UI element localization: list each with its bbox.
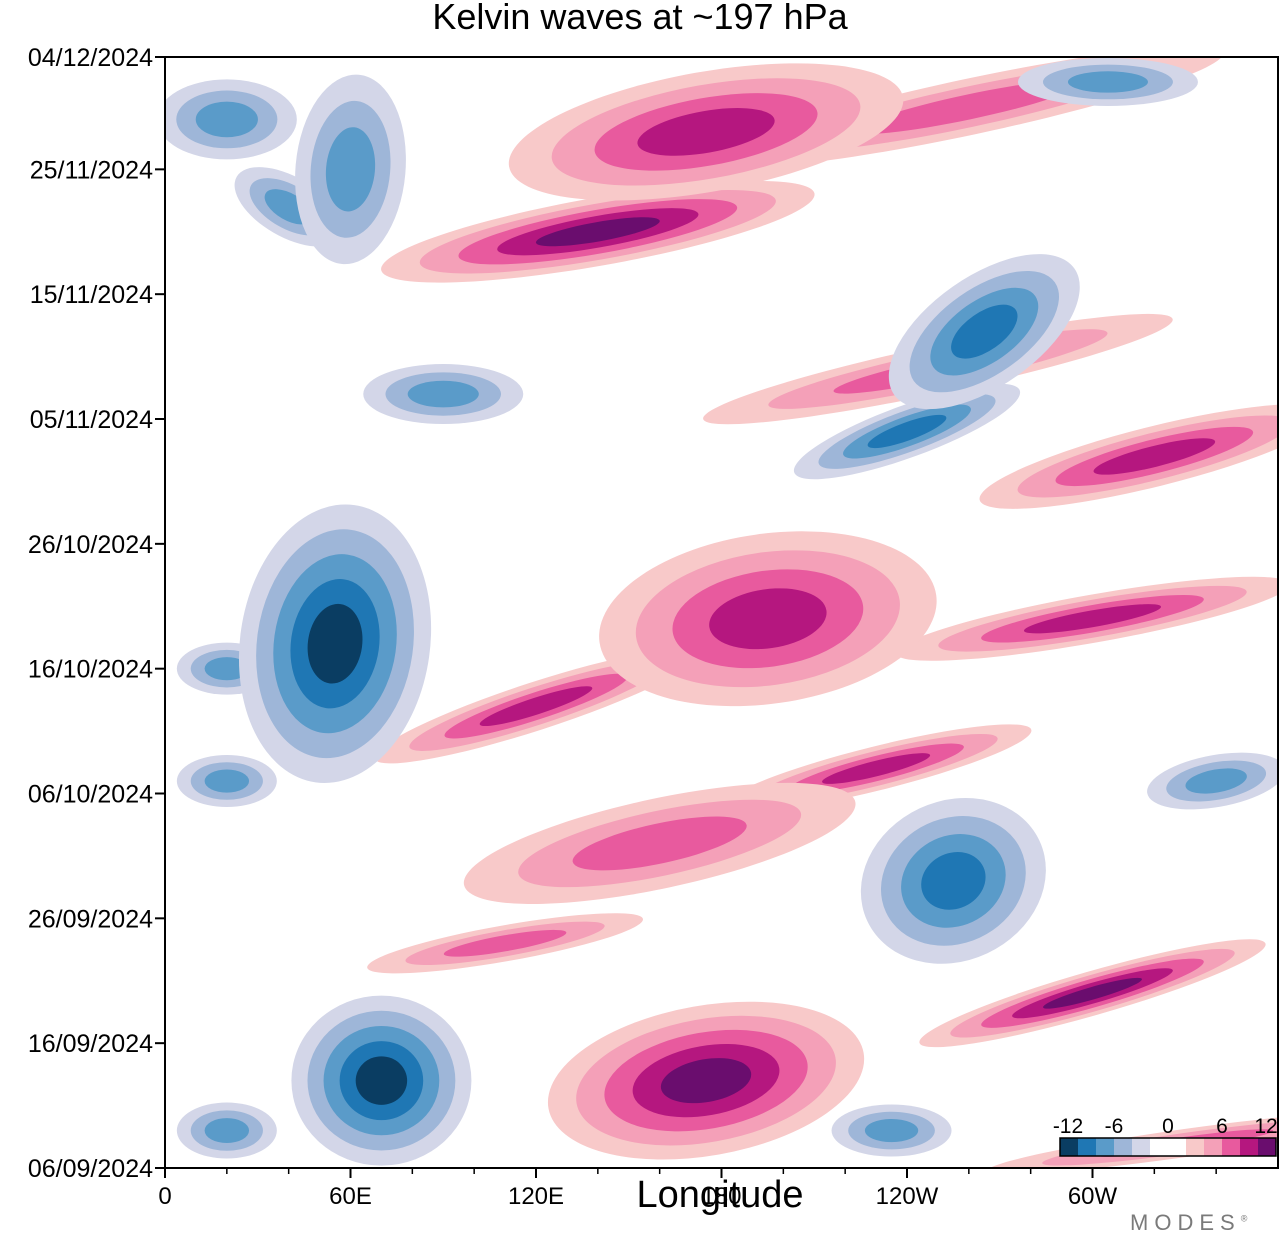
y-tick-label: 06/10/2024 (28, 781, 153, 809)
x-tick-label: 180 (701, 1183, 741, 1210)
x-axis-label: Longitude (636, 1174, 804, 1216)
colorbar-label: -6 (1105, 1115, 1124, 1138)
contour-negative-2 (864, 1118, 919, 1143)
contour-positive-2 (443, 929, 567, 957)
x-tick-label: 120W (876, 1183, 939, 1210)
y-tick-label: 15/11/2024 (30, 281, 153, 309)
y-tick-label: 16/10/2024 (28, 656, 153, 684)
contour-positive-3 (709, 588, 827, 650)
colorbar-label: -12 (1053, 1115, 1083, 1138)
x-tick-label: 60E (329, 1183, 372, 1210)
colorbar-label: 6 (1216, 1115, 1228, 1138)
colorbar-label: 0 (1162, 1115, 1174, 1138)
colorbar: -12 -6 0 6 12 (1053, 1115, 1278, 1157)
contour-negative-4 (355, 1056, 408, 1105)
y-axis: 06/09/2024 16/09/2024 26/09/2024 06/10/2024… (28, 44, 165, 1183)
colorbar-frame (1059, 1137, 1277, 1157)
colorbar-swatch (1222, 1138, 1241, 1156)
x-tick-label: 0 (158, 1183, 171, 1210)
y-tick-label: 05/11/2024 (30, 406, 153, 434)
contour-positive-3 (479, 686, 593, 727)
contour-negative-2 (204, 1118, 250, 1143)
contour-field (165, 57, 1278, 1168)
y-tick-label: 16/09/2024 (28, 1030, 153, 1058)
colorbar-swatch (1114, 1138, 1133, 1156)
contour-positive-4 (1043, 977, 1142, 1009)
colorbar-swatch (1258, 1138, 1277, 1156)
contour-positive-3 (822, 753, 931, 784)
y-tick-label: 26/09/2024 (28, 905, 153, 933)
contour-negative-2 (1185, 768, 1247, 794)
colorbar-label: 12 (1254, 1115, 1277, 1138)
contour-negative-3 (867, 414, 947, 449)
contour-positive-3 (1093, 438, 1216, 475)
colorbar-swatch (1096, 1138, 1115, 1156)
contour-positive-2 (855, 79, 1082, 134)
y-tick-label: 04/12/2024 (28, 44, 153, 72)
colorbar-swatch (1150, 1138, 1169, 1156)
colorbar-swatch (1168, 1138, 1187, 1156)
y-tick-label: 25/11/2024 (30, 156, 153, 184)
contour-negative-4 (307, 603, 363, 684)
colorbar-swatch (1240, 1138, 1259, 1156)
contour-negative-3 (951, 304, 1018, 359)
contour-positive-3 (1023, 604, 1162, 634)
contour-positive-2 (572, 816, 747, 871)
y-tick-label: 26/10/2024 (28, 531, 153, 559)
contour-negative-2 (204, 769, 250, 793)
contour-negative-2 (407, 380, 479, 408)
colorbar-swatch (1078, 1138, 1097, 1156)
x-tick-label: 60W (1068, 1183, 1118, 1210)
contour-positive-4 (660, 1058, 752, 1104)
contour-positive-4 (535, 217, 660, 247)
modes-watermark: MODES® (1130, 1210, 1248, 1235)
colorbar-swatch (1186, 1138, 1205, 1156)
contour-negative-2 (1067, 71, 1148, 93)
chart-title: Kelvin waves at ~197 hPa (432, 0, 848, 37)
contour-negative-3 (921, 852, 986, 910)
colorbar-swatch (1204, 1138, 1223, 1156)
colorbar-swatch (1132, 1138, 1151, 1156)
x-tick-label: 120E (508, 1183, 564, 1210)
x-axis: 0 60E 120E 180 120W 60W (158, 1168, 1217, 1210)
colorbar-swatch (1060, 1138, 1079, 1156)
contour-positive-3 (637, 108, 775, 156)
contour-negative-2 (204, 657, 250, 681)
y-tick-label: 06/09/2024 (28, 1155, 153, 1183)
contour-negative-2 (195, 101, 258, 138)
contour-negative-2 (325, 127, 376, 212)
